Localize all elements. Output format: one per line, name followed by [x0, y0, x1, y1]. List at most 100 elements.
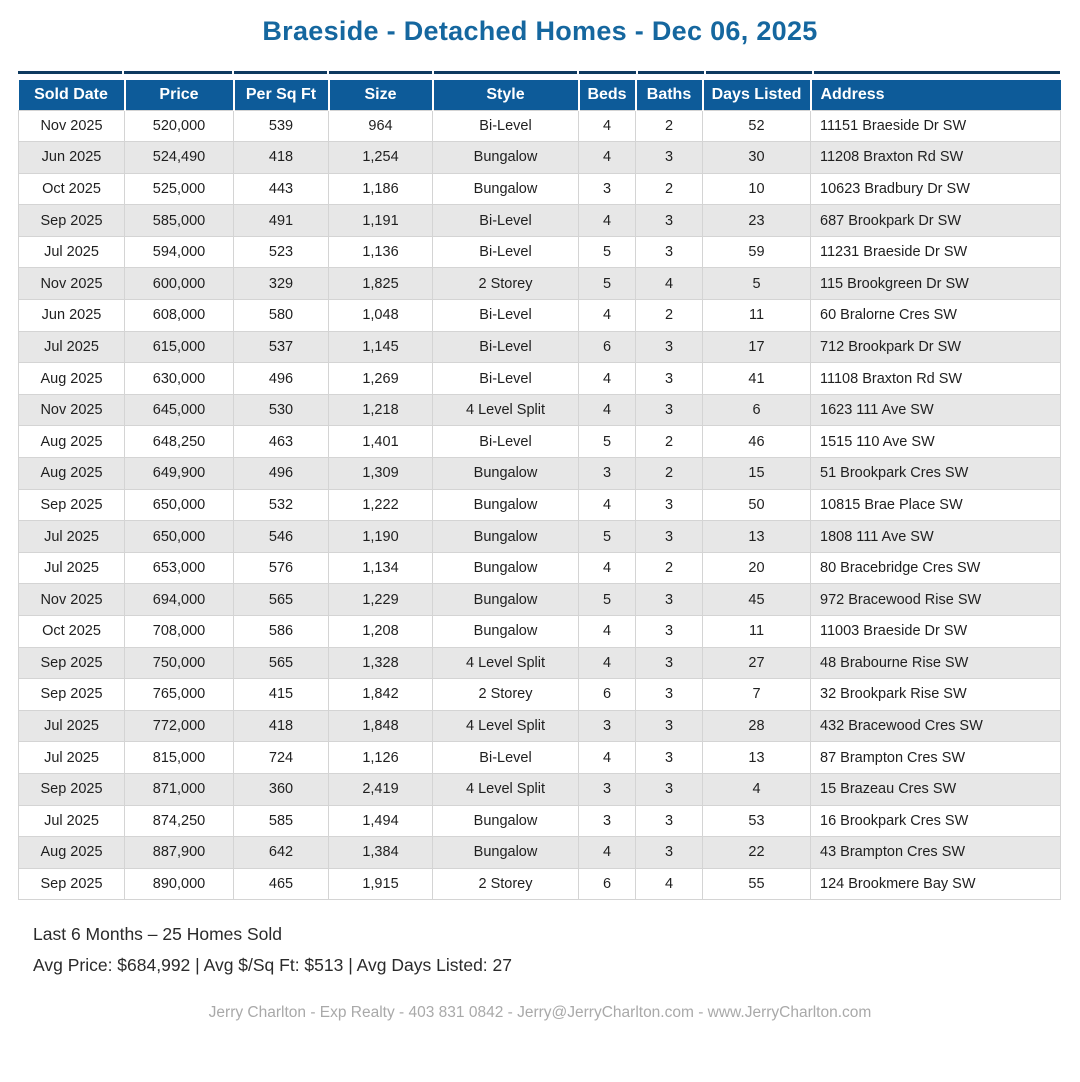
- cell-baths: 3: [635, 836, 703, 869]
- cell-per-sq-ft: 418: [233, 141, 329, 174]
- col-header-address: Address: [809, 80, 1061, 110]
- cell-address: 124 Brookmere Bay SW: [810, 867, 1061, 901]
- cell-per-sq-ft: 496: [233, 362, 329, 395]
- table-row: Jul 2025 653,000 576 1,134 Bungalow 4 2 20 80 Br…: [18, 551, 1061, 585]
- summary-homes-sold: Last 6 Months – 25 Homes Sold: [33, 924, 283, 945]
- cell-per-sq-ft: 360: [233, 772, 329, 806]
- cell-address: 11231 Braeside Dr SW: [810, 235, 1061, 269]
- cell-price: 520,000: [124, 109, 234, 143]
- table-row: Aug 2025 630,000 496 1,269 Bi-Level 4 3 41 11108…: [18, 362, 1061, 395]
- cell-per-sq-ft: 576: [233, 551, 329, 585]
- cell-days-listed: 5: [702, 267, 811, 301]
- cell-size: 1,145: [328, 330, 433, 364]
- cell-beds: 3: [578, 457, 636, 490]
- cell-price: 594,000: [124, 235, 234, 269]
- summary-section: Last 6 Months – 25 Homes Sold Avg Price:…: [33, 924, 1080, 976]
- table-row: Sep 2025 750,000 565 1,328 4 Level Split 4 3 27…: [18, 646, 1061, 680]
- cell-address: 11208 Braxton Rd SW: [810, 141, 1061, 174]
- cell-baths: 3: [635, 488, 703, 522]
- cell-sold-date: Nov 2025: [18, 583, 125, 616]
- cell-sold-date: Nov 2025: [18, 109, 125, 143]
- cell-style: 2 Storey: [432, 867, 579, 901]
- cell-style: Bungalow: [432, 172, 579, 206]
- cell-size: 1,126: [328, 741, 433, 774]
- cell-baths: 2: [635, 425, 703, 459]
- cell-sold-date: Jul 2025: [18, 520, 125, 553]
- cell-days-listed: 53: [702, 804, 811, 838]
- cell-days-listed: 27: [702, 646, 811, 680]
- cell-price: 874,250: [124, 804, 234, 838]
- cell-per-sq-ft: 537: [233, 330, 329, 364]
- table-row: Sep 2025 765,000 415 1,842 2 Storey 6 3 7 32 Bro…: [18, 678, 1061, 711]
- cell-per-sq-ft: 496: [233, 457, 329, 490]
- cell-price: 694,000: [124, 583, 234, 616]
- cell-sold-date: Sep 2025: [18, 772, 125, 806]
- cell-baths: 3: [635, 772, 703, 806]
- cell-style: Bi-Level: [432, 362, 579, 395]
- col-header-days-listed: Days Listed: [701, 80, 811, 110]
- table-top-accent-segment: [813, 71, 1060, 74]
- cell-beds: 4: [578, 741, 636, 774]
- cell-per-sq-ft: 565: [233, 583, 329, 616]
- cell-address: 115 Brookgreen Dr SW: [810, 267, 1061, 301]
- cell-per-sq-ft: 415: [233, 678, 329, 711]
- cell-size: 1,136: [328, 235, 433, 269]
- cell-beds: 5: [578, 267, 636, 301]
- cell-price: 585,000: [124, 204, 234, 237]
- table-body: Nov 2025 520,000 539 964 Bi-Level 4 2 52 11151 B…: [18, 109, 1061, 901]
- table-top-accent-segment: [637, 71, 704, 74]
- col-header-baths: Baths: [634, 80, 703, 110]
- table-row: Jul 2025 874,250 585 1,494 Bungalow 3 3 53 16 Br…: [18, 804, 1061, 838]
- col-header-price: Price: [123, 80, 234, 110]
- cell-price: 648,250: [124, 425, 234, 459]
- cell-price: 645,000: [124, 393, 234, 427]
- cell-baths: 2: [635, 172, 703, 206]
- cell-days-listed: 11: [702, 299, 811, 332]
- cell-size: 1,309: [328, 457, 433, 490]
- cell-sold-date: Jun 2025: [18, 299, 125, 332]
- cell-baths: 2: [635, 109, 703, 143]
- cell-baths: 3: [635, 204, 703, 237]
- cell-days-listed: 52: [702, 109, 811, 143]
- cell-style: 4 Level Split: [432, 772, 579, 806]
- cell-style: Bungalow: [432, 583, 579, 616]
- cell-size: 1,401: [328, 425, 433, 459]
- cell-style: Bungalow: [432, 457, 579, 490]
- cell-style: Bi-Level: [432, 425, 579, 459]
- cell-beds: 6: [578, 330, 636, 364]
- cell-days-listed: 30: [702, 141, 811, 174]
- table-row: Sep 2025 890,000 465 1,915 2 Storey 6 4 55 124 B…: [18, 867, 1061, 901]
- cell-size: 1,384: [328, 836, 433, 869]
- table-row: Jul 2025 772,000 418 1,848 4 Level Split 3 3 28…: [18, 709, 1061, 743]
- col-header-sold-date: Sold Date: [18, 80, 125, 110]
- cell-address: 1623 111 Ave SW: [810, 393, 1061, 427]
- cell-baths: 3: [635, 393, 703, 427]
- cell-beds: 5: [578, 235, 636, 269]
- cell-size: 1,048: [328, 299, 433, 332]
- cell-days-listed: 15: [702, 457, 811, 490]
- cell-price: 650,000: [124, 520, 234, 553]
- table-row: Jul 2025 650,000 546 1,190 Bungalow 5 3 13 1808 …: [18, 520, 1061, 553]
- cell-beds: 4: [578, 393, 636, 427]
- cell-address: 11151 Braeside Dr SW: [810, 109, 1061, 143]
- table-row: Aug 2025 648,250 463 1,401 Bi-Level 5 2 46 1515 …: [18, 425, 1061, 459]
- cell-per-sq-ft: 418: [233, 709, 329, 743]
- cell-beds: 4: [578, 551, 636, 585]
- cell-beds: 4: [578, 204, 636, 237]
- table-row: Nov 2025 520,000 539 964 Bi-Level 4 2 52 11151 B…: [18, 109, 1061, 143]
- cell-style: Bi-Level: [432, 109, 579, 143]
- table-row: Jun 2025 524,490 418 1,254 Bungalow 4 3 30 11208…: [18, 141, 1061, 174]
- table-row: Nov 2025 694,000 565 1,229 Bungalow 5 3 45 972 B…: [18, 583, 1061, 616]
- cell-sold-date: Aug 2025: [18, 457, 125, 490]
- cell-address: 32 Brookpark Rise SW: [810, 678, 1061, 711]
- cell-per-sq-ft: 465: [233, 867, 329, 901]
- cell-price: 608,000: [124, 299, 234, 332]
- cell-days-listed: 11: [702, 615, 811, 648]
- cell-sold-date: Nov 2025: [18, 393, 125, 427]
- cell-per-sq-ft: 724: [233, 741, 329, 774]
- cell-days-listed: 59: [702, 235, 811, 269]
- cell-baths: 3: [635, 615, 703, 648]
- table-top-accent-segment: [579, 71, 636, 74]
- cell-beds: 4: [578, 488, 636, 522]
- cell-sold-date: Oct 2025: [18, 172, 125, 206]
